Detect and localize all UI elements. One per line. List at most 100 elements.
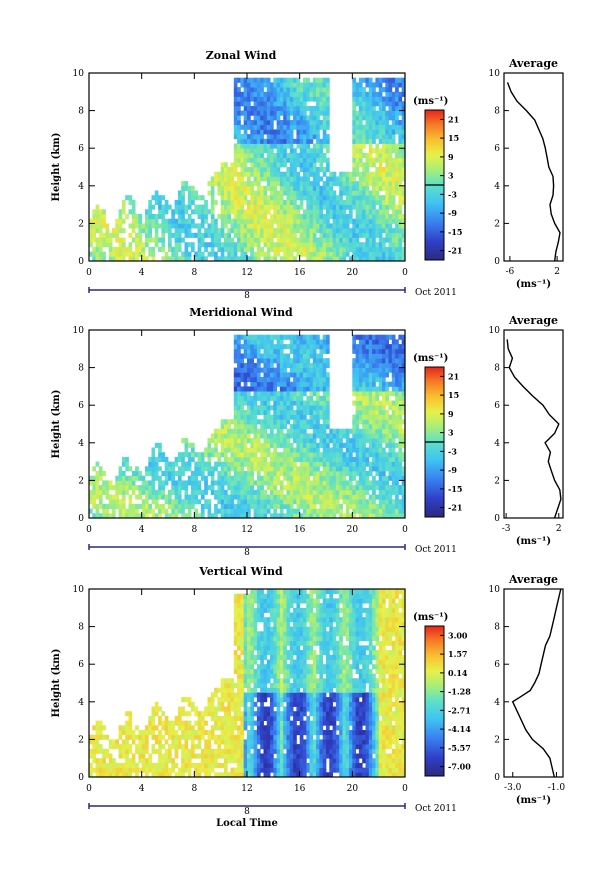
heatmap-cell <box>184 503 189 509</box>
heatmap-cell <box>161 452 166 458</box>
heatmap-cell <box>368 414 373 420</box>
heatmap-cell <box>358 471 363 477</box>
heatmap-cell <box>220 499 225 505</box>
heatmap-cell <box>365 377 370 383</box>
heatmap-cell <box>349 237 353 243</box>
heatmap-cell <box>306 251 310 257</box>
heatmap-cell <box>266 223 271 229</box>
heatmap-cell <box>243 134 248 140</box>
heatmap-cell <box>303 414 307 420</box>
heatmap-cell <box>372 162 376 168</box>
heatmap-cell <box>174 744 179 750</box>
heatmap-cell <box>299 433 304 439</box>
heatmap-cell <box>319 246 324 252</box>
heatmap-cell <box>375 91 380 97</box>
heatmap-cell <box>391 256 396 262</box>
heatmap-cell <box>395 414 399 420</box>
heatmap-cell <box>365 475 370 481</box>
heatmap-cell <box>243 456 248 462</box>
heatmap-cell <box>355 433 360 439</box>
heatmap-cell <box>293 358 297 364</box>
heatmap-cell <box>270 513 274 519</box>
heatmap-cell <box>243 475 248 481</box>
heatmap-cell <box>237 228 241 234</box>
heatmap-cell <box>296 414 301 420</box>
heatmap-cell <box>395 381 399 387</box>
heatmap-cell <box>276 400 281 406</box>
heatmap-cell <box>118 753 123 759</box>
heatmap-cell <box>105 748 110 754</box>
heatmap-cell <box>395 162 399 168</box>
heatmap-cell <box>200 466 205 472</box>
heatmap-cell <box>217 190 222 196</box>
heatmap-cell <box>240 424 245 430</box>
heatmap-cell <box>335 242 340 248</box>
heatmap-cell <box>382 358 386 364</box>
heatmap-cell <box>240 344 245 350</box>
heatmap-cell <box>227 499 231 505</box>
heatmap-cell <box>102 237 106 243</box>
heatmap-cell <box>98 762 103 768</box>
heatmap-cell <box>283 87 287 93</box>
heatmap-cell <box>250 209 254 215</box>
heatmap-cell <box>250 419 254 425</box>
heatmap-cell <box>243 447 248 453</box>
heatmap-cell <box>286 433 291 439</box>
heatmap-cell <box>210 195 215 201</box>
heatmap-cell <box>375 124 380 130</box>
heatmap-cell <box>151 485 156 491</box>
heatmap-cell <box>108 480 113 486</box>
heatmap-cell <box>204 711 208 717</box>
heatmap-cell <box>214 772 218 778</box>
heatmap-cell <box>312 152 317 158</box>
heatmap-cell <box>358 367 363 373</box>
heatmap-cell <box>118 503 123 509</box>
heatmap-cell <box>210 209 215 215</box>
heatmap-cell <box>233 91 238 97</box>
heatmap-cell <box>286 82 291 88</box>
heatmap-cell <box>401 124 406 130</box>
heatmap-cell <box>362 77 366 83</box>
heatmap-cell <box>184 242 189 248</box>
heatmap-cell <box>388 358 393 364</box>
heatmap-cell <box>355 362 360 368</box>
heatmap-cell <box>243 461 248 467</box>
heatmap-cell <box>128 494 133 500</box>
heatmap-cell <box>92 485 96 491</box>
heatmap-cell <box>326 344 330 350</box>
heatmap-cell <box>95 480 100 486</box>
heatmap-cell <box>89 228 93 234</box>
heatmap-cell <box>332 237 337 243</box>
heatmap-cell <box>395 466 399 472</box>
heatmap-cell <box>187 711 192 717</box>
heatmap-cell <box>388 101 393 107</box>
heatmap-cell <box>303 386 307 392</box>
heatmap-cell <box>303 485 307 491</box>
heatmap-cell <box>273 353 277 359</box>
heatmap-cell <box>289 428 294 434</box>
heatmap-cell <box>233 353 238 359</box>
heatmap-cell <box>240 110 245 116</box>
heatmap-cell <box>299 185 304 191</box>
heatmap-cell <box>243 377 248 383</box>
heatmap-cell <box>154 513 159 519</box>
heatmap-cell <box>299 475 304 481</box>
heatmap-cell <box>98 513 103 519</box>
heatmap-cell <box>168 204 172 210</box>
heatmap-cell <box>250 171 254 177</box>
heatmap-cell <box>345 195 350 201</box>
heatmap-cell <box>385 503 389 509</box>
heatmap-cell <box>151 214 156 220</box>
heatmap-cell <box>279 82 284 88</box>
heatmap-cell <box>247 176 251 182</box>
heatmap-cell <box>388 438 393 444</box>
heatmap-cell <box>355 344 360 350</box>
heatmap-cell <box>145 466 149 472</box>
heatmap-cell <box>145 485 149 491</box>
heatmap-cell <box>368 218 373 224</box>
heatmap-cell <box>233 480 238 486</box>
heatmap-cell <box>177 471 182 477</box>
heatmap-cell <box>276 409 281 415</box>
heatmap-cell <box>177 725 182 731</box>
